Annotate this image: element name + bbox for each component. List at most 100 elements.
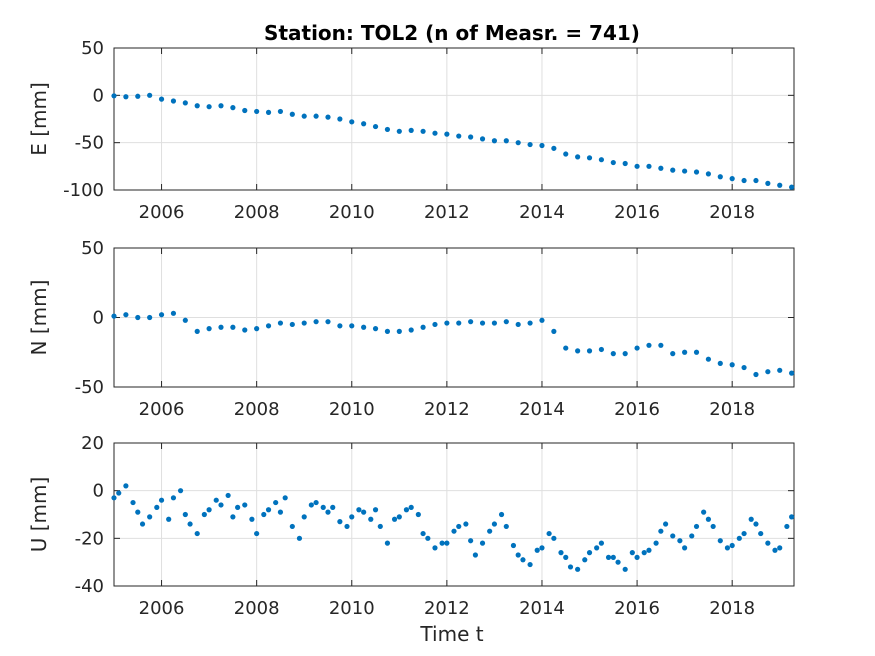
y-tick-label: 0 bbox=[93, 481, 104, 502]
x-tick-label: 2010 bbox=[329, 399, 375, 420]
data-point bbox=[682, 545, 688, 551]
y-tick-label: 0 bbox=[93, 308, 104, 329]
data-point bbox=[546, 530, 552, 537]
data-point bbox=[194, 328, 200, 334]
data-point bbox=[582, 557, 588, 563]
data-point bbox=[563, 554, 569, 561]
data-point bbox=[194, 530, 200, 537]
x-tick-label: 2016 bbox=[614, 202, 660, 223]
data-point bbox=[170, 495, 177, 501]
data-point bbox=[337, 323, 343, 329]
data-point bbox=[491, 320, 498, 326]
data-point bbox=[265, 323, 272, 329]
data-point bbox=[123, 483, 129, 489]
data-point bbox=[111, 313, 117, 319]
x-tick-label: 2012 bbox=[424, 202, 470, 223]
data-point bbox=[361, 121, 367, 127]
data-point bbox=[187, 521, 193, 527]
data-point bbox=[456, 133, 462, 139]
data-point bbox=[670, 351, 676, 357]
data-point bbox=[372, 123, 379, 130]
data-point bbox=[451, 528, 457, 534]
data-series bbox=[111, 483, 795, 572]
data-point bbox=[777, 545, 783, 551]
data-point bbox=[230, 324, 236, 330]
x-tick-label: 2008 bbox=[234, 202, 280, 223]
x-tick-label: 2006 bbox=[139, 598, 185, 619]
data-point bbox=[254, 108, 260, 115]
data-point bbox=[558, 550, 564, 556]
data-point bbox=[456, 320, 462, 326]
data-point bbox=[225, 492, 231, 499]
data-point bbox=[282, 495, 288, 501]
data-point bbox=[646, 163, 652, 169]
data-point bbox=[479, 320, 486, 326]
data-point bbox=[182, 100, 188, 106]
data-point bbox=[682, 349, 688, 355]
x-tick-label: 2014 bbox=[519, 598, 565, 619]
data-point bbox=[206, 507, 212, 513]
data-point bbox=[111, 93, 117, 99]
data-point bbox=[337, 116, 343, 122]
data-point bbox=[432, 545, 438, 551]
data-point bbox=[313, 319, 319, 325]
data-point bbox=[277, 320, 284, 326]
data-point bbox=[646, 342, 652, 348]
data-point bbox=[372, 326, 379, 332]
data-point bbox=[479, 540, 486, 546]
data-point bbox=[586, 155, 593, 161]
data-point bbox=[670, 167, 676, 173]
data-point bbox=[693, 349, 700, 355]
data-point bbox=[277, 108, 284, 115]
x-tick-label: 2008 bbox=[234, 598, 280, 619]
data-point bbox=[539, 142, 545, 149]
data-point bbox=[265, 507, 272, 513]
data-point bbox=[705, 356, 712, 362]
x-tick-label: 2010 bbox=[329, 202, 375, 223]
data-point bbox=[361, 324, 367, 330]
data-point bbox=[515, 321, 521, 328]
data-point bbox=[539, 545, 545, 551]
data-point bbox=[273, 499, 279, 506]
data-point bbox=[594, 545, 600, 551]
data-point bbox=[491, 138, 498, 144]
data-point bbox=[182, 511, 188, 518]
data-point bbox=[296, 535, 303, 541]
data-point bbox=[724, 545, 731, 551]
data-point bbox=[325, 114, 331, 120]
data-point bbox=[468, 319, 474, 325]
data-point bbox=[717, 538, 723, 544]
data-point bbox=[242, 502, 248, 508]
y-axis-title: E [mm] bbox=[27, 82, 51, 156]
data-point bbox=[301, 320, 307, 326]
data-point bbox=[135, 509, 141, 515]
data-point bbox=[503, 138, 509, 144]
data-point bbox=[444, 540, 450, 546]
data-point bbox=[586, 550, 593, 556]
data-point bbox=[598, 540, 605, 546]
data-point bbox=[123, 94, 129, 100]
data-point bbox=[177, 488, 184, 494]
data-point bbox=[575, 566, 581, 572]
data-point bbox=[230, 514, 236, 520]
y-tick-label: 20 bbox=[81, 433, 104, 454]
data-point bbox=[218, 324, 224, 330]
data-point bbox=[729, 362, 735, 368]
y-tick-label: -50 bbox=[75, 377, 104, 398]
x-tick-label: 2012 bbox=[424, 399, 470, 420]
data-point bbox=[717, 174, 723, 180]
data-point bbox=[349, 514, 355, 520]
data-point bbox=[741, 177, 747, 184]
data-point bbox=[765, 180, 771, 186]
data-point bbox=[741, 364, 747, 371]
data-point bbox=[527, 561, 533, 568]
data-point bbox=[403, 507, 410, 513]
data-point bbox=[772, 547, 778, 553]
data-point bbox=[753, 371, 759, 378]
data-point bbox=[377, 523, 383, 530]
data-point bbox=[510, 542, 517, 549]
x-tick-label: 2006 bbox=[139, 399, 185, 420]
data-point bbox=[439, 540, 445, 546]
data-point bbox=[610, 351, 616, 357]
data-point bbox=[425, 535, 431, 541]
